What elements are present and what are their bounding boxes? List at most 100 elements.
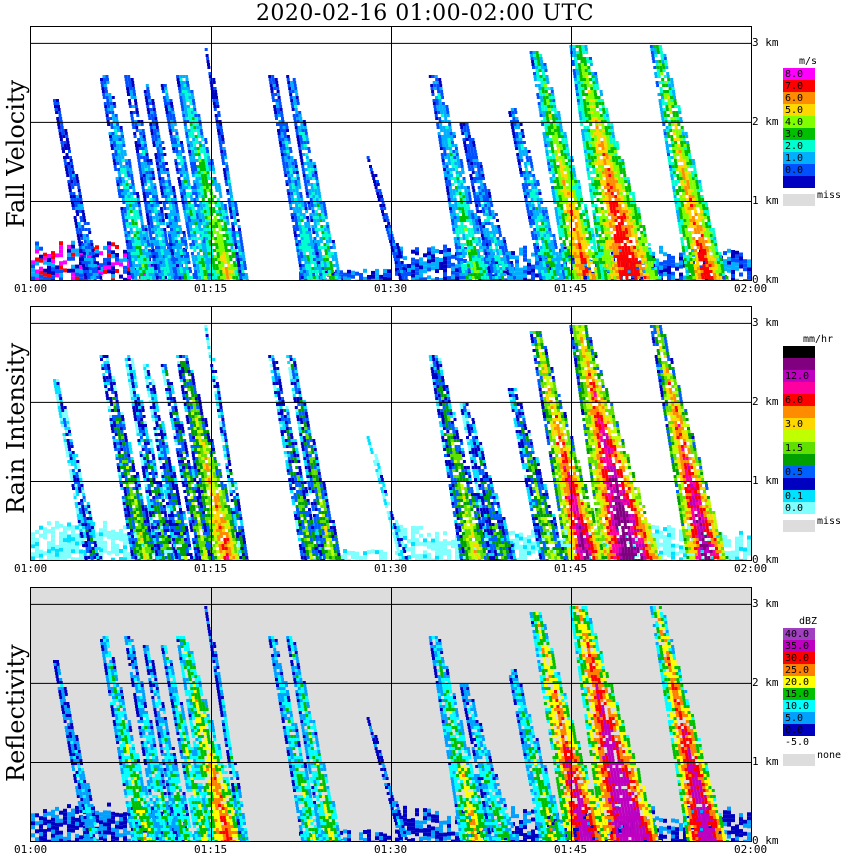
heatmap-cell bbox=[299, 195, 303, 198]
heatmap-cell bbox=[547, 108, 551, 111]
heatmap-cell bbox=[302, 153, 306, 156]
heatmap-cell bbox=[547, 87, 551, 90]
heatmap-cell bbox=[189, 213, 193, 216]
heatmap-cell bbox=[512, 117, 516, 120]
heatmap-cell bbox=[322, 204, 326, 207]
heatmap-cell bbox=[57, 123, 61, 126]
heatmap-cell bbox=[180, 144, 184, 147]
heatmap-cell bbox=[115, 257, 119, 261]
heatmap-cell bbox=[307, 147, 311, 150]
heatmap-cell bbox=[375, 268, 379, 273]
heatmap-cell bbox=[667, 270, 671, 274]
heatmap-cell bbox=[189, 120, 193, 123]
heatmap-cell bbox=[517, 159, 521, 162]
heatmap-cell bbox=[214, 240, 218, 243]
heatmap-cell bbox=[577, 198, 580, 201]
heatmap-cell bbox=[552, 177, 556, 180]
heatmap-cell bbox=[502, 252, 506, 255]
heatmap-cell bbox=[375, 189, 379, 192]
heatmap-cell bbox=[300, 198, 304, 201]
heatmap-cell bbox=[144, 168, 148, 171]
heatmap-cell bbox=[479, 195, 483, 198]
heatmap-cell bbox=[144, 144, 147, 147]
heatmap-cell bbox=[150, 240, 154, 243]
heatmap-cell bbox=[144, 207, 148, 210]
heatmap-cell bbox=[69, 195, 73, 198]
heatmap-cell bbox=[512, 135, 516, 138]
heatmap-cell bbox=[369, 168, 373, 171]
heatmap-cell bbox=[578, 186, 582, 189]
heatmap-cell bbox=[197, 117, 201, 120]
heatmap-cell bbox=[539, 228, 543, 231]
heatmap-cell bbox=[561, 141, 565, 144]
heatmap-cell bbox=[154, 156, 158, 159]
heatmap-cell bbox=[393, 258, 397, 261]
heatmap-cell bbox=[62, 150, 65, 153]
heatmap-cell bbox=[184, 108, 188, 111]
heatmap-cell bbox=[286, 135, 290, 138]
heatmap-cell bbox=[545, 150, 549, 153]
heatmap-cell bbox=[185, 117, 189, 120]
heatmap-cell bbox=[483, 186, 487, 189]
heatmap-cell bbox=[558, 267, 562, 270]
heatmap-cell bbox=[59, 261, 63, 266]
heatmap-cell bbox=[202, 186, 206, 189]
heatmap-cell bbox=[397, 249, 401, 252]
heatmap-cell bbox=[386, 219, 390, 222]
heatmap-cell bbox=[179, 267, 183, 270]
heatmap-cell bbox=[170, 228, 173, 231]
heatmap-cell bbox=[128, 261, 132, 264]
heatmap-cell bbox=[515, 117, 519, 120]
heatmap-cell bbox=[92, 273, 96, 276]
heatmap-cell bbox=[529, 207, 533, 210]
heatmap-cell bbox=[382, 216, 386, 219]
heatmap-cell bbox=[307, 165, 311, 168]
heatmap-cell bbox=[93, 261, 97, 264]
heatmap-cell bbox=[511, 267, 515, 270]
heatmap-cell bbox=[217, 114, 221, 117]
heatmap-cell bbox=[192, 243, 196, 246]
heatmap-cell bbox=[71, 252, 75, 257]
heatmap-cell bbox=[159, 183, 163, 186]
heatmap-cell bbox=[138, 165, 142, 168]
heatmap-cell bbox=[553, 162, 557, 165]
heatmap-cell bbox=[153, 243, 157, 246]
heatmap-cell bbox=[294, 183, 298, 186]
heatmap-cell bbox=[306, 273, 310, 276]
heatmap-cell bbox=[192, 105, 196, 108]
heatmap-cell bbox=[538, 108, 542, 111]
heatmap-cell bbox=[67, 165, 71, 168]
heatmap-cell bbox=[278, 138, 282, 141]
heatmap-cell bbox=[199, 204, 203, 207]
heatmap-cell bbox=[307, 183, 311, 186]
heatmap-cell bbox=[303, 141, 307, 144]
heatmap-cell bbox=[302, 231, 306, 234]
heatmap-cell bbox=[492, 264, 496, 267]
heatmap-cell bbox=[369, 165, 372, 168]
heatmap-cell bbox=[185, 78, 189, 81]
heatmap-cell bbox=[135, 210, 139, 213]
heatmap-cell bbox=[162, 222, 166, 225]
heatmap-cell bbox=[219, 144, 223, 147]
heatmap-cell bbox=[547, 123, 551, 126]
heatmap-cell bbox=[473, 267, 477, 270]
heatmap-cell bbox=[208, 258, 212, 261]
heatmap-cell bbox=[150, 132, 154, 135]
heatmap-cell bbox=[167, 252, 170, 255]
heatmap-cell bbox=[559, 123, 563, 126]
heatmap-cell bbox=[59, 273, 63, 278]
heatmap-cell bbox=[550, 123, 554, 126]
heatmap-cell bbox=[112, 141, 116, 144]
heatmap-cell bbox=[181, 261, 185, 264]
heatmap-cell bbox=[198, 225, 201, 228]
heatmap-cell bbox=[494, 255, 497, 258]
heatmap-cell bbox=[314, 225, 318, 228]
heatmap-cell bbox=[447, 120, 451, 123]
heatmap-cell bbox=[476, 210, 480, 213]
heatmap-cell bbox=[187, 279, 191, 280]
heatmap-cell bbox=[112, 135, 115, 138]
heatmap-cell bbox=[293, 192, 297, 195]
heatmap-cell bbox=[166, 189, 170, 192]
heatmap-cell bbox=[462, 138, 466, 141]
heatmap-cell bbox=[166, 117, 170, 120]
